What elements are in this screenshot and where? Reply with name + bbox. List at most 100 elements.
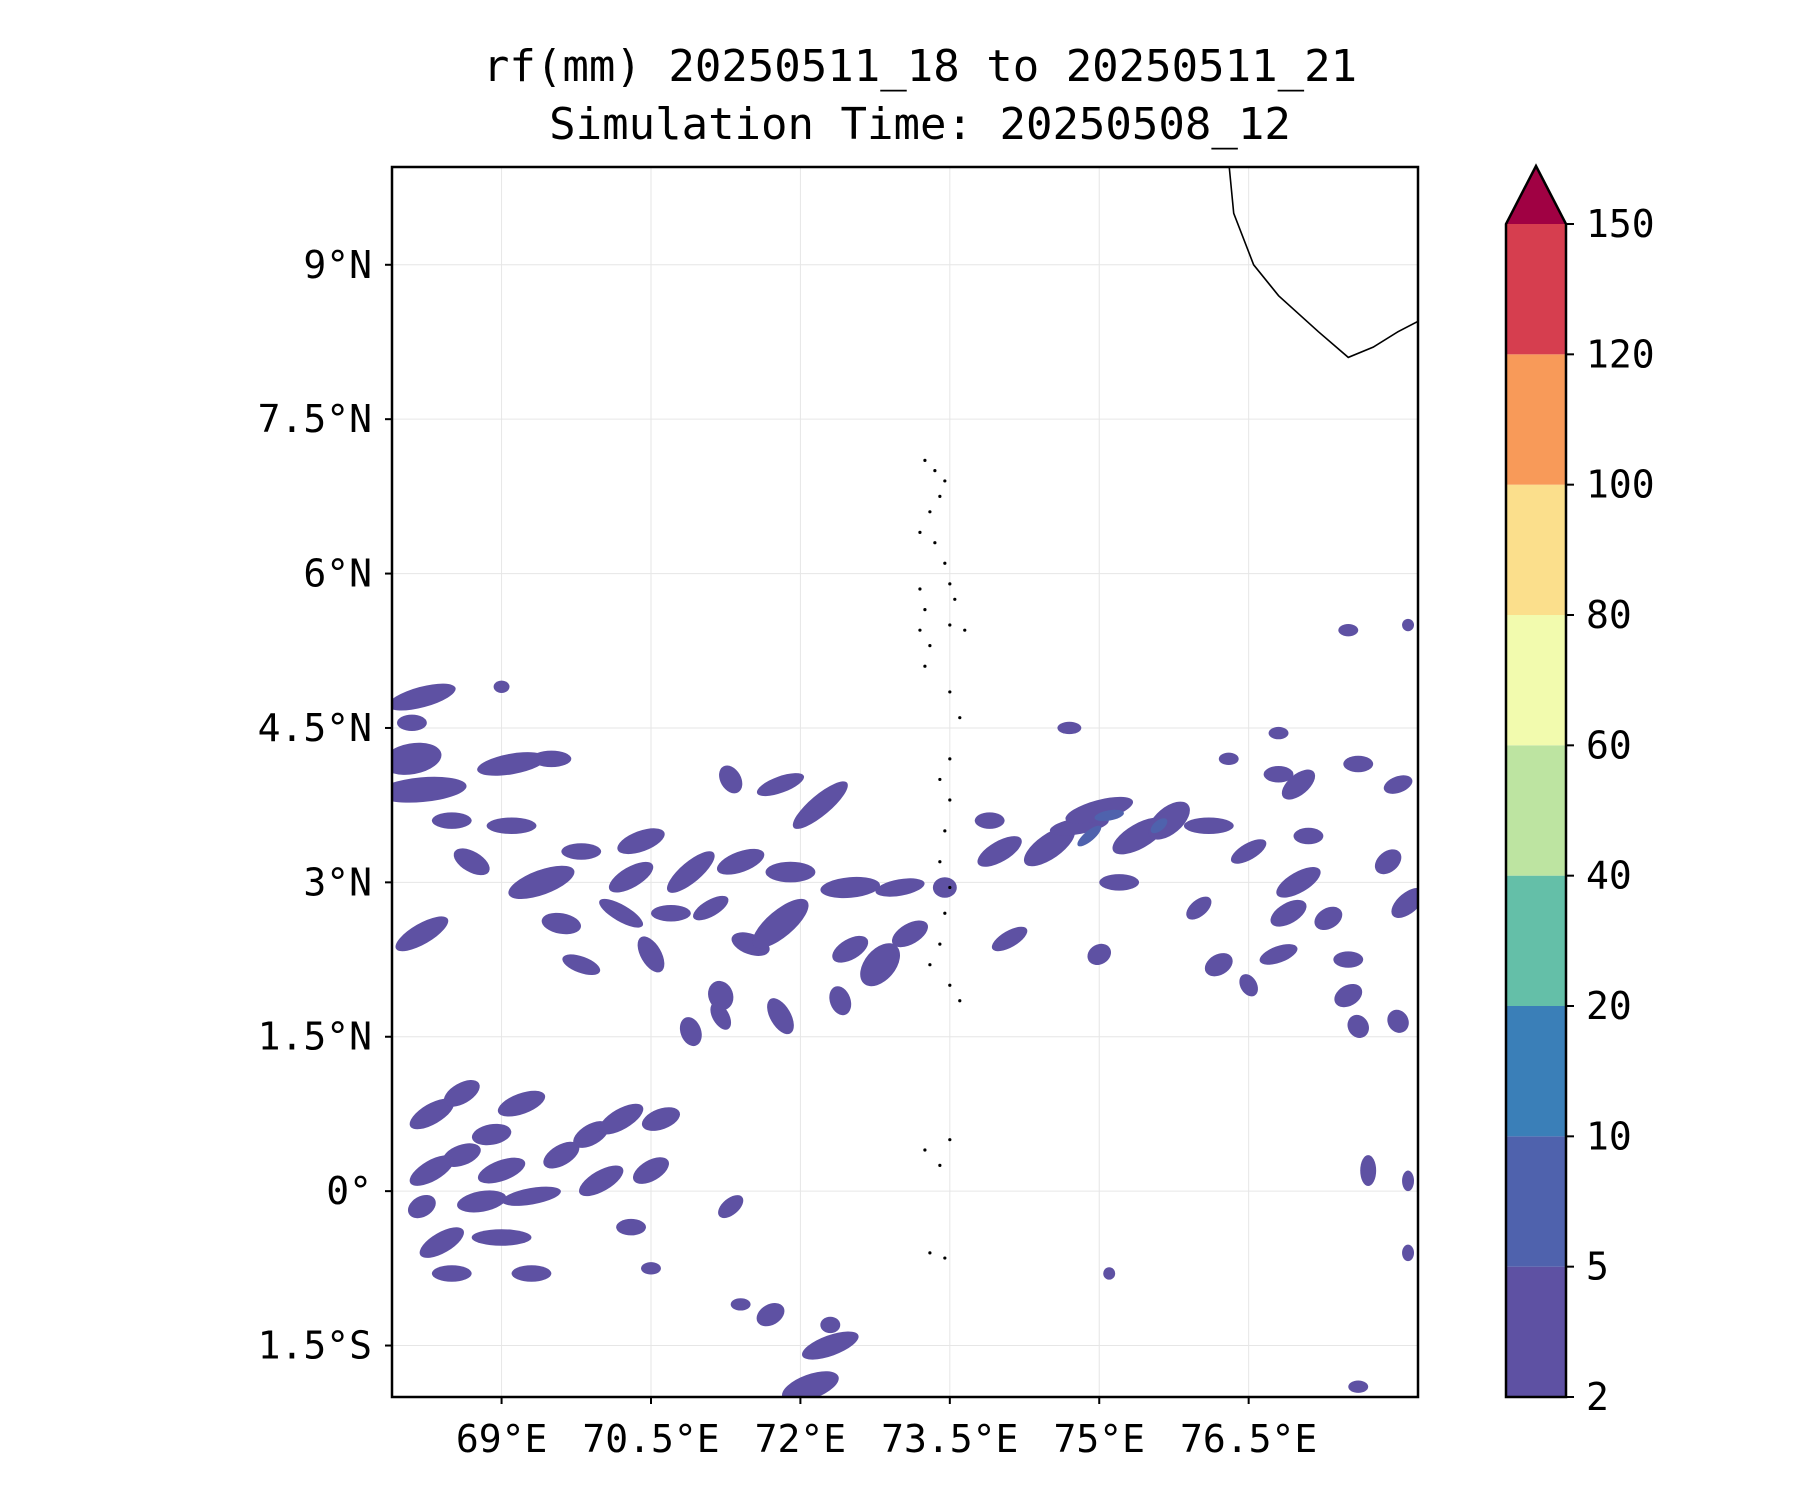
rain-cell-core bbox=[1150, 818, 1168, 834]
rain-cell bbox=[531, 750, 572, 768]
rain-cell bbox=[756, 1303, 785, 1327]
rain-cell bbox=[991, 926, 1028, 952]
rain-cell bbox=[860, 943, 900, 987]
rain-cell bbox=[457, 1190, 507, 1213]
rain-cell bbox=[792, 781, 848, 829]
rain-cell bbox=[1402, 1244, 1415, 1262]
rain-cell bbox=[710, 1002, 732, 1030]
rain-cell bbox=[1087, 943, 1112, 966]
rain-cell bbox=[679, 1017, 702, 1047]
colorbar-segment bbox=[1506, 745, 1566, 876]
rain-cell bbox=[1314, 906, 1343, 931]
coastline-india bbox=[1228, 167, 1418, 359]
atoll-island bbox=[948, 983, 952, 987]
rain-cell bbox=[820, 876, 880, 899]
atoll-island bbox=[928, 644, 932, 648]
rain-cell bbox=[932, 877, 957, 898]
rain-cell bbox=[1023, 826, 1075, 867]
rain-cell bbox=[650, 905, 691, 922]
colorbar-label: 80 bbox=[1586, 593, 1632, 637]
rain-cell bbox=[497, 1090, 546, 1117]
map-title: rf(mm) 20250511_18 to 20250511_21 Simula… bbox=[330, 38, 1510, 154]
rain-cell bbox=[1360, 1155, 1377, 1186]
rain-cell bbox=[409, 1155, 455, 1186]
rain-cell bbox=[1347, 1014, 1369, 1039]
rain-cell bbox=[632, 1157, 669, 1184]
rain-cell bbox=[1259, 944, 1298, 965]
rain-cell bbox=[718, 1195, 744, 1219]
rain-cell bbox=[409, 1098, 455, 1130]
colorbar-segment bbox=[1506, 354, 1566, 485]
rain-cell bbox=[392, 776, 467, 803]
atoll-island bbox=[923, 664, 927, 668]
atoll-island bbox=[923, 607, 927, 612]
atoll-island bbox=[943, 479, 947, 483]
atoll-island bbox=[918, 587, 922, 591]
rain-cell bbox=[453, 848, 490, 876]
atoll-island bbox=[938, 777, 942, 782]
atoll-island bbox=[923, 1148, 927, 1152]
tick-label-lon: 69°E bbox=[456, 1417, 548, 1461]
title-line-1: rf(mm) 20250511_18 to 20250511_21 bbox=[482, 41, 1358, 92]
rain-cell bbox=[1186, 896, 1212, 920]
rain-cell bbox=[541, 912, 582, 935]
rainfall-field bbox=[392, 618, 1418, 1397]
rain-cell bbox=[1057, 721, 1082, 735]
atoll-island bbox=[933, 469, 937, 473]
rain-cell bbox=[875, 878, 925, 897]
rain-cell bbox=[396, 714, 427, 732]
rain-cell bbox=[1391, 887, 1418, 918]
atoll-island bbox=[938, 1163, 942, 1168]
atoll-island bbox=[953, 597, 957, 601]
gridlines bbox=[392, 167, 1418, 1397]
rain-cell bbox=[431, 1265, 472, 1282]
rain-cell bbox=[1281, 769, 1316, 800]
tick-label-lon: 70.5°E bbox=[582, 1417, 719, 1461]
colorbar-outline bbox=[1504, 163, 1568, 1399]
atoll-island bbox=[948, 1138, 952, 1142]
atoll-island bbox=[943, 911, 947, 915]
rain-cell bbox=[829, 986, 852, 1016]
tick-label-lat: 7.5°N bbox=[258, 397, 372, 441]
tick-label-lon: 76.5°E bbox=[1180, 1417, 1317, 1461]
rain-cell bbox=[637, 936, 665, 973]
rain-cell bbox=[1383, 775, 1413, 794]
atoll-island bbox=[918, 628, 922, 632]
rain-cell bbox=[891, 920, 928, 948]
colorbar-segment bbox=[1506, 224, 1566, 355]
colorbar-label: 40 bbox=[1586, 854, 1632, 898]
atoll-island bbox=[943, 829, 947, 833]
atoll-island bbox=[938, 860, 942, 864]
colorbar-label: 120 bbox=[1586, 332, 1655, 376]
rain-cell bbox=[501, 1186, 561, 1206]
rain-cell bbox=[486, 817, 537, 834]
rain-cell bbox=[1263, 766, 1294, 783]
rain-cell bbox=[392, 683, 456, 711]
rain-cell bbox=[1204, 953, 1233, 977]
rain-cell bbox=[1402, 1170, 1415, 1192]
colorbar-label: 10 bbox=[1586, 1114, 1632, 1158]
rain-cell bbox=[1343, 755, 1374, 773]
tick-label-lon: 72°E bbox=[755, 1417, 847, 1461]
rain-cell bbox=[561, 843, 602, 860]
rain-cell bbox=[801, 1331, 859, 1360]
rain-cell bbox=[641, 1262, 661, 1275]
atoll-island bbox=[928, 963, 932, 967]
axis-ticks: 69°E 70.5°E 72°E 73.5°E 75°E 76.5°E 9°N 7.5°N 6°… bbox=[258, 243, 1318, 1461]
rain-cell bbox=[756, 773, 805, 797]
colorbar: 2 5 10 20 40 60 80 100 120 150 bbox=[1504, 163, 1655, 1419]
rain-cell bbox=[395, 916, 449, 952]
tick-label-lat: 1.5°S bbox=[258, 1324, 372, 1368]
rain-cell bbox=[471, 1123, 512, 1146]
atoll-island bbox=[928, 1251, 932, 1255]
rain-cell bbox=[431, 812, 472, 829]
colorbar-label: 20 bbox=[1586, 984, 1632, 1028]
rain-cell bbox=[616, 1218, 647, 1236]
rain-cell bbox=[1099, 874, 1140, 891]
colorbar-segment bbox=[1506, 484, 1566, 615]
rain-cell bbox=[1334, 983, 1363, 1008]
atoll-island bbox=[918, 530, 922, 534]
atoll-island bbox=[938, 942, 942, 946]
colorbar-extend-arrow bbox=[1506, 166, 1566, 224]
